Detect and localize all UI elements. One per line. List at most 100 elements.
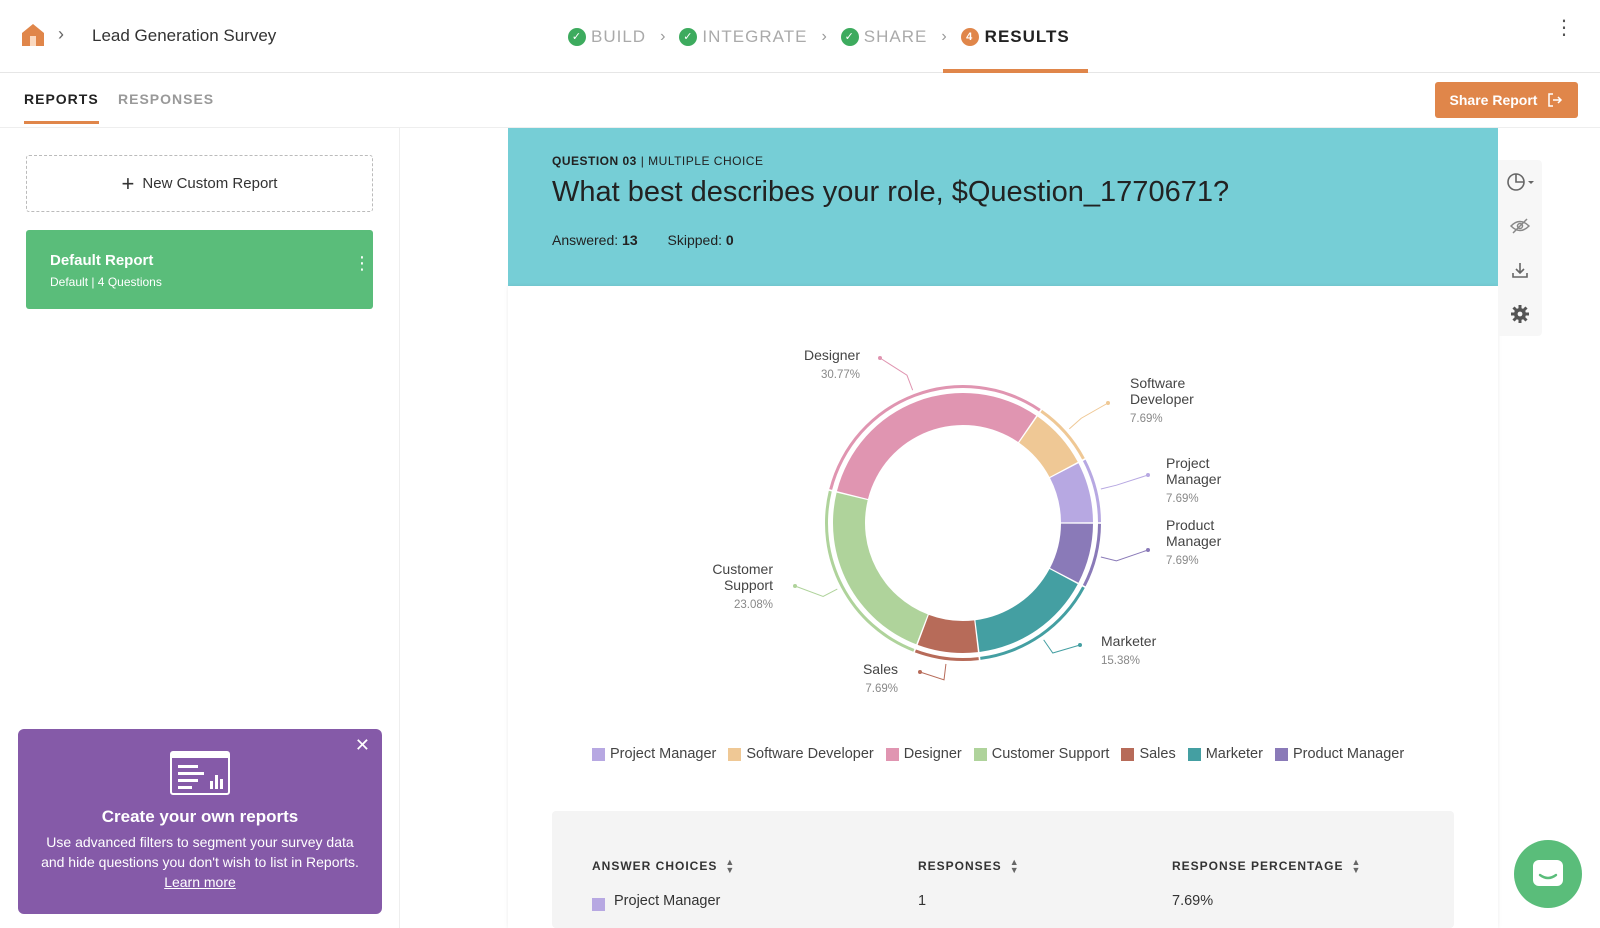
question-header: QUESTION 03 | MULTIPLE CHOICE What best … bbox=[508, 128, 1498, 286]
report-illustration-icon bbox=[170, 751, 230, 795]
leader-dot bbox=[1106, 401, 1110, 405]
answer-table: ANSWER CHOICES ▲ ▼ RESPONSES ▲ ▼ RESPONSE … bbox=[552, 811, 1454, 928]
slice-percentage-label: 7.69% bbox=[865, 683, 898, 695]
survey-title[interactable]: Lead Generation Survey bbox=[92, 26, 277, 45]
slice-label: Project Manager bbox=[1166, 455, 1222, 487]
more-options-icon[interactable]: ⋮ bbox=[1554, 17, 1574, 39]
donut-slice-designer[interactable] bbox=[836, 393, 1037, 499]
chat-icon bbox=[1533, 860, 1563, 886]
step-integrate[interactable]: ✓ INTEGRATE bbox=[679, 0, 807, 73]
export-icon bbox=[1548, 93, 1563, 107]
leader-line bbox=[794, 585, 838, 598]
new-report-label: New Custom Report bbox=[142, 175, 278, 192]
answered-stat: Answered: 13 bbox=[552, 232, 638, 248]
promo-description: Use advanced filters to segment your sur… bbox=[36, 832, 364, 892]
leader-line bbox=[1100, 549, 1149, 562]
chevron-right-icon: › bbox=[941, 27, 947, 45]
leader-dot bbox=[1146, 473, 1150, 477]
step-number-badge: 4 bbox=[960, 27, 979, 46]
sub-bar: REPORTS RESPONSES bbox=[0, 73, 1600, 128]
download-button[interactable] bbox=[1498, 248, 1542, 292]
gear-icon bbox=[1511, 305, 1529, 323]
donut-slice-product-manager[interactable] bbox=[1050, 523, 1093, 583]
step-share-label: SHARE bbox=[863, 26, 928, 46]
legend-item[interactable]: Sales bbox=[1121, 746, 1176, 762]
slice-label: Software Developer bbox=[1130, 375, 1194, 407]
step-results[interactable]: 4 RESULTS bbox=[942, 0, 1088, 73]
row-color-swatch bbox=[592, 898, 605, 911]
sort-icon[interactable]: ▲ ▼ bbox=[1351, 857, 1362, 875]
donut-slice-project-manager[interactable] bbox=[1050, 463, 1093, 523]
question-number: QUESTION 03 bbox=[552, 154, 637, 168]
share-report-button[interactable]: Share Report bbox=[1435, 82, 1578, 118]
leader-line bbox=[879, 357, 914, 391]
legend-item[interactable]: Software Developer bbox=[728, 746, 874, 762]
legend-item[interactable]: Designer bbox=[885, 746, 962, 762]
report-card-default[interactable]: Default Report Default | 4 Questions ⋮ bbox=[26, 230, 373, 309]
leader-dot bbox=[793, 584, 797, 588]
col-responses-label: RESPONSES bbox=[918, 859, 1002, 873]
legend-label: Customer Support bbox=[991, 746, 1110, 762]
eye-off-icon bbox=[1510, 218, 1530, 234]
donut-rim bbox=[829, 385, 1041, 490]
slice-percentage-label: 7.69% bbox=[1130, 413, 1163, 425]
top-bar: › Lead Generation Survey ✓ BUILD › ✓ INT… bbox=[0, 0, 1600, 73]
check-icon: ✓ bbox=[568, 27, 586, 46]
col-response-percentage-label: RESPONSE PERCENTAGE bbox=[1172, 859, 1344, 873]
donut-chart: Project Manager 7.69% Product Manager 7.69% Ma… bbox=[712, 347, 1222, 695]
settings-button[interactable] bbox=[1498, 292, 1542, 336]
tab-responses[interactable]: RESPONSES bbox=[118, 91, 215, 107]
col-answer-choices[interactable]: ANSWER CHOICES ▲ ▼ bbox=[592, 857, 736, 875]
hide-button[interactable] bbox=[1498, 204, 1542, 248]
legend-label: Project Manager bbox=[610, 746, 717, 762]
legend-item[interactable]: Customer Support bbox=[973, 746, 1110, 762]
promo-title: Create your own reports bbox=[101, 807, 299, 826]
home-icon[interactable] bbox=[20, 22, 46, 48]
donut-slice-marketer[interactable] bbox=[975, 569, 1078, 652]
legend-label: Product Manager bbox=[1292, 746, 1405, 762]
sort-icon[interactable]: ▲ ▼ bbox=[1009, 857, 1020, 875]
col-response-percentage[interactable]: RESPONSE PERCENTAGE ▲ ▼ bbox=[1172, 857, 1362, 875]
col-responses[interactable]: RESPONSES ▲ ▼ bbox=[918, 857, 1020, 875]
step-share[interactable]: ✓ SHARE bbox=[840, 0, 928, 73]
new-custom-report-button[interactable]: + New Custom Report bbox=[26, 155, 373, 212]
leader-line bbox=[1068, 402, 1109, 430]
donut-slice-customer-support[interactable] bbox=[833, 492, 928, 645]
chevron-right-icon: › bbox=[821, 27, 827, 45]
promo-text: Use advanced filters to segment your sur… bbox=[41, 834, 359, 870]
slice-percentage-label: 7.69% bbox=[1166, 555, 1199, 567]
legend-item[interactable]: Project Manager bbox=[592, 746, 716, 762]
plus-icon: + bbox=[121, 170, 135, 196]
tab-reports[interactable]: REPORTS bbox=[24, 91, 99, 124]
skipped-stat: Skipped: 0 bbox=[668, 232, 734, 248]
learn-more-link[interactable]: Learn more bbox=[164, 874, 236, 890]
legend-swatch bbox=[885, 747, 899, 761]
legend-label: Marketer bbox=[1205, 746, 1263, 762]
sort-icon[interactable]: ▲ ▼ bbox=[725, 857, 736, 875]
legend-swatch bbox=[728, 747, 742, 761]
step-build[interactable]: ✓ BUILD bbox=[568, 0, 646, 73]
legend-item[interactable]: Marketer bbox=[1187, 746, 1263, 762]
slice-label: Marketer bbox=[1101, 633, 1157, 649]
report-menu-icon[interactable]: ⋮ bbox=[353, 253, 371, 273]
donut-slice-sales[interactable] bbox=[917, 614, 978, 653]
check-icon: ✓ bbox=[840, 27, 859, 46]
legend-label: Sales bbox=[1139, 746, 1176, 762]
slice-label: Designer bbox=[804, 347, 860, 363]
legend-item[interactable]: Product Manager bbox=[1274, 746, 1405, 762]
chevron-right-icon: › bbox=[660, 27, 666, 45]
donut-slice-software-developer[interactable] bbox=[1019, 416, 1078, 477]
skipped-count: 0 bbox=[725, 232, 734, 248]
legend-swatch bbox=[1187, 747, 1201, 761]
slice-percentage-label: 30.77% bbox=[821, 369, 860, 381]
slice-label: Customer Support bbox=[712, 561, 773, 593]
close-icon[interactable]: ✕ bbox=[354, 735, 370, 755]
answered-label: Answered: bbox=[552, 232, 619, 248]
chat-button[interactable] bbox=[1514, 840, 1582, 908]
slice-label: Product Manager bbox=[1166, 517, 1222, 549]
chart-type-button[interactable] bbox=[1498, 160, 1542, 204]
chevron-right-icon: › bbox=[58, 24, 64, 44]
slice-percentage-label: 7.69% bbox=[1166, 493, 1199, 505]
donut-rim bbox=[1082, 459, 1101, 523]
leader-dot bbox=[918, 670, 922, 674]
